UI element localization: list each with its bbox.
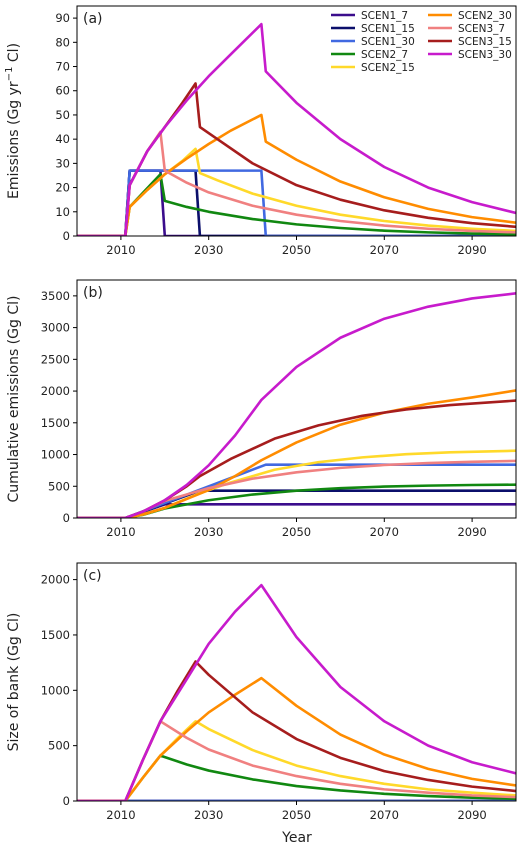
y-tick-label: 1000 <box>41 448 70 462</box>
y-tick-label: 2000 <box>41 573 70 587</box>
y-tick-label: 1500 <box>41 416 70 430</box>
series-group <box>77 583 516 801</box>
y-tick-label: 40 <box>55 132 70 146</box>
x-axis-label: Year <box>281 830 312 846</box>
y-tick-label: 0 <box>63 511 70 525</box>
series-line-scen2-30 <box>77 676 516 801</box>
series-group <box>77 22 516 236</box>
y-axis-label-main: Cumulative emissions (Gg Cl) <box>6 296 22 503</box>
y-axis-label-main: Size of bank (Gg Cl) <box>6 613 22 752</box>
x-tick-label: 2030 <box>194 243 223 257</box>
plot-frame <box>76 279 517 519</box>
y-axis-label-superscript: −1 <box>4 67 15 82</box>
legend-entry-scen3-7: SCEN3_7 <box>458 23 505 35</box>
series-line-scen3-30 <box>77 22 516 236</box>
y-tick-label: 500 <box>48 739 70 753</box>
x-tick-label: 2050 <box>282 808 311 822</box>
y-tick-label: 1500 <box>41 628 70 642</box>
y-axis-label: Emissions (Gg yr−1 Cl) <box>4 43 22 199</box>
series-group <box>77 292 516 518</box>
x-tick-label: 2010 <box>106 243 135 257</box>
x-tick-label: 2090 <box>457 243 486 257</box>
y-tick-label: 2500 <box>41 352 70 366</box>
x-tick-label: 2070 <box>370 525 399 539</box>
series-line-scen3-15 <box>77 399 516 518</box>
x-tick-label: 2010 <box>106 525 135 539</box>
y-tick-label: 50 <box>55 108 70 122</box>
y-axis-label-unit: Cl) <box>6 43 22 67</box>
y-tick-label: 20 <box>55 181 70 195</box>
legend-entry-scen2-7: SCEN2_7 <box>361 49 408 61</box>
panel-label: (a) <box>83 11 103 27</box>
y-axis-label: Cumulative emissions (Gg Cl) <box>6 296 22 503</box>
x-tick-label: 2050 <box>282 525 311 539</box>
panel-label: (c) <box>83 568 102 584</box>
series-line-scen3-15 <box>77 660 516 801</box>
y-tick-label: 90 <box>55 11 70 25</box>
x-tick-label: 2070 <box>370 243 399 257</box>
y-tick-label: 2000 <box>41 384 70 398</box>
y-tick-label: 3500 <box>41 289 70 303</box>
x-tick-label: 2090 <box>457 525 486 539</box>
y-tick-label: 1000 <box>41 683 70 697</box>
y-tick-label: 0 <box>63 229 70 243</box>
series-line-scen2-30 <box>77 113 516 236</box>
y-tick-label: 80 <box>55 35 70 49</box>
y-axis-label: Size of bank (Gg Cl) <box>6 613 22 752</box>
series-line-scen3-30 <box>77 292 516 518</box>
x-tick-label: 2010 <box>106 808 135 822</box>
series-line-scen2-30 <box>77 389 516 518</box>
legend-entry-scen1-7: SCEN1_7 <box>361 10 408 22</box>
panel-3: 2010 2030 2050 2070 2090 0 500 1000 1500 2000 (c) S… <box>6 562 517 822</box>
x-tick-label: 2030 <box>194 808 223 822</box>
legend-entry-scen1-30: SCEN1_30 <box>361 36 415 48</box>
y-axis-label-main: Emissions (Gg yr <box>6 81 22 199</box>
x-tick-label: 2030 <box>194 525 223 539</box>
legend-entry-scen1-15: SCEN1_15 <box>361 23 415 35</box>
legend-entry-scen2-30: SCEN2_30 <box>458 10 512 22</box>
y-tick-label: 3000 <box>41 321 70 335</box>
y-tick-label: 70 <box>55 60 70 74</box>
series-line-scen1-30 <box>77 169 516 236</box>
legend-entry-scen3-15: SCEN3_15 <box>458 36 512 48</box>
panel-label: (b) <box>83 285 103 301</box>
legend-entry-scen3-30: SCEN3_30 <box>458 49 512 61</box>
y-tick-label: 0 <box>63 794 70 808</box>
panel-2: 2010 2030 2050 2070 2090 0 500 1000 1500 2000 2500… <box>6 279 517 539</box>
legend-entry-scen2-15: SCEN2_15 <box>361 62 415 74</box>
y-tick-label: 60 <box>55 84 70 98</box>
y-tick-label: 10 <box>55 205 70 219</box>
y-tick-label: 500 <box>48 479 70 493</box>
x-tick-label: 2090 <box>457 808 486 822</box>
y-tick-label: 30 <box>55 156 70 170</box>
x-tick-label: 2070 <box>370 808 399 822</box>
panel-1: 2010 2030 2050 2070 20900102030405060708090(… <box>4 5 517 257</box>
series-line-scen3-30 <box>77 583 516 801</box>
x-tick-label: 2050 <box>282 243 311 257</box>
